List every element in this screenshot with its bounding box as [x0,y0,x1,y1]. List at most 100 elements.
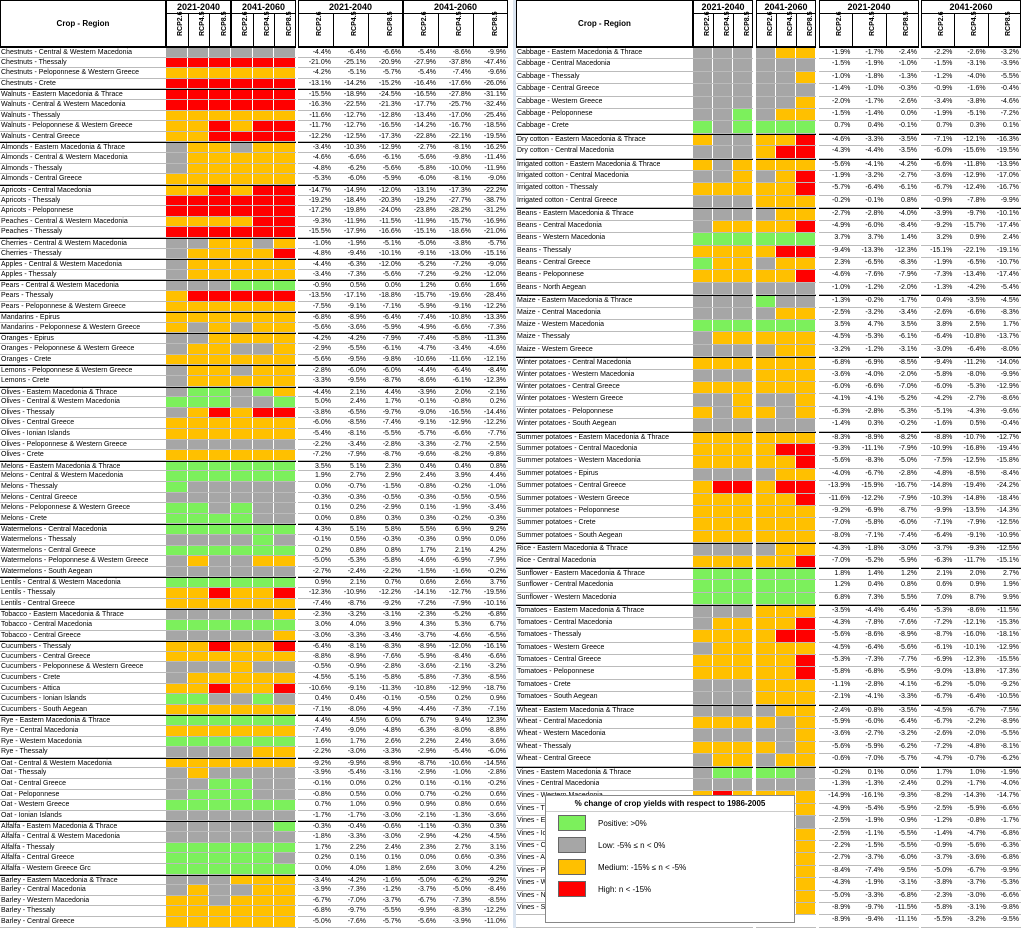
value-cell: -6.6% [382,49,401,56]
value-cell: 3.8% [936,320,953,328]
crop-region-label: Maize - Western Greece [517,345,593,353]
value-cell: -4.4% [312,261,331,269]
value-cell: -6.8% [898,891,917,899]
table-row: -4.8% -6.2% -5.6% [298,164,403,175]
table-row: Almonds - Central & Western Macedonia [0,153,166,164]
value-cell: -15.1% [930,246,953,254]
value-cell: -8.8% [312,652,331,660]
heat-cell [209,789,232,800]
value-cell: -5.2% [417,261,436,269]
table-row [693,431,753,444]
value-cell: -31.1% [483,91,506,99]
value-cell: -4.5% [1000,297,1019,305]
table-row: -16.3% -22.5% -21.3% [298,100,403,111]
heat-cell [187,206,210,216]
heat-cell [231,428,253,439]
crop-region-label: Barley - Eastern Macedonia & Thrace [1,876,118,884]
value-cell: -16.4% [413,79,436,87]
value-cell: -1.5% [832,60,851,68]
table-row [231,312,297,323]
table-row: -0.9% -1.6% -0.4% [921,84,1021,97]
scenario-label: RCP8.5 [221,11,229,36]
table-row [231,588,297,599]
heat-cell [252,683,275,694]
heat-cell [776,220,796,233]
value-cell: -12.3% [308,589,331,597]
table-row: Summer potatoes - Crete [516,518,693,531]
value-cell: -10.6% [448,759,471,767]
value-cell: -1.5% [832,110,851,118]
value-cell: -3.7% [382,896,401,904]
table-row: Barley - Central Greece [0,917,166,928]
value-cell: 0.9% [385,801,401,809]
value-cell: -1.7% [1000,817,1019,825]
value-cell: -4.5% [312,673,331,681]
heat-cell [274,344,297,354]
crop-region-label: Sunflower - Western Macedonia [517,593,617,601]
heat-cell [209,832,232,842]
heat-cell [209,481,232,492]
table-row: Cabbage - Crete [516,121,693,134]
heat-cell [187,525,210,535]
heat-cell [187,716,210,725]
table-row [756,295,816,308]
value-cell: 1.0% [969,768,986,776]
value-cell: -5.9% [417,652,436,660]
heat-cell [693,96,713,109]
table-row: Alfalfa - Western Greece Grc [0,864,166,875]
heat-cell [187,758,210,768]
crop-region-label: Beans - Central Greece [517,258,591,266]
heat-cell [713,654,733,667]
value-cell: 12.3% [486,717,506,725]
value-cell: -14.9% [828,792,851,800]
period-label: 2041-2060 [757,1,815,14]
table-row: -7.2% -7.9% -10.1% [403,599,508,610]
value-cell: -3.1% [382,769,401,777]
table-row [166,439,232,451]
heat-cell [274,313,297,322]
value-cell: 3.0% [455,864,471,872]
value-cell: -7.4% [865,866,884,874]
heat-cell [209,418,232,428]
value-cell: -0.2% [898,420,917,428]
legend-swatch [558,837,586,853]
crop-region-label: Tomatoes - Crete [517,680,571,688]
value-cell: -7.2% [417,599,436,607]
heat-cell [274,694,297,704]
heat-cell [187,842,210,853]
table-row: Almonds - Thessaly [0,164,166,175]
value-cell: 0.8% [455,801,471,809]
heat-cell [252,619,275,630]
value-cell: -4.2% [347,876,366,884]
value-cell: -14.9% [343,186,366,194]
value-cell: -0.8% [452,398,471,406]
heat-cell [231,471,253,481]
value-cell: 0.8% [490,462,506,470]
value-cell: -0.2% [487,780,506,788]
heat-cell [796,530,816,543]
heat-cell [274,354,297,365]
value-cell: -6.7% [934,717,953,725]
value-cell: -3.6% [347,323,366,331]
table-row: 4.4% 4.5% 6.0% [298,715,403,726]
table-row: -6.0% -15.6% -19.5% [921,146,1021,159]
table-row: -5.6% -9.5% -9.8% [298,355,403,366]
table-row: -4.9% -6.6% -7.3% [403,323,508,334]
heat-cell [756,456,776,468]
heat-cell [274,875,297,885]
crop-region-label: Vines - Epirus [517,817,561,825]
crop-region-label: Alfalfa - Thessaly [1,843,55,851]
heat-cell [713,468,733,481]
heat-cell [187,642,210,651]
value-cell: -4.0% [898,210,917,218]
crop-region-label: Barley - Central Greece [1,917,75,925]
heat-cell [796,828,816,840]
heat-cell [713,146,733,158]
crop-region-label: Oranges - Peloponnese & Western Greece [1,345,135,353]
value-cell: 2.0% [455,388,471,396]
table-row: -5.8% -3.1% -9.8% [921,903,1021,916]
table-row [693,59,753,72]
table-row: Maize - Central Macedonia [516,308,693,320]
table-row: Apples - Thessaly [0,270,166,281]
heat-cell [756,121,776,133]
